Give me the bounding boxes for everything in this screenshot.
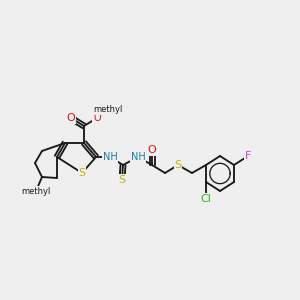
Text: methyl: methyl [21,187,51,196]
Text: methyl: methyl [93,106,123,115]
Text: S: S [118,175,126,185]
Text: NH: NH [130,152,146,162]
Text: S: S [78,168,85,178]
Text: O: O [93,113,101,123]
Text: O: O [148,145,156,155]
Text: S: S [174,160,182,170]
Text: F: F [245,151,251,161]
Text: Cl: Cl [201,194,212,204]
Text: O: O [67,113,75,123]
Text: NH: NH [103,152,117,162]
